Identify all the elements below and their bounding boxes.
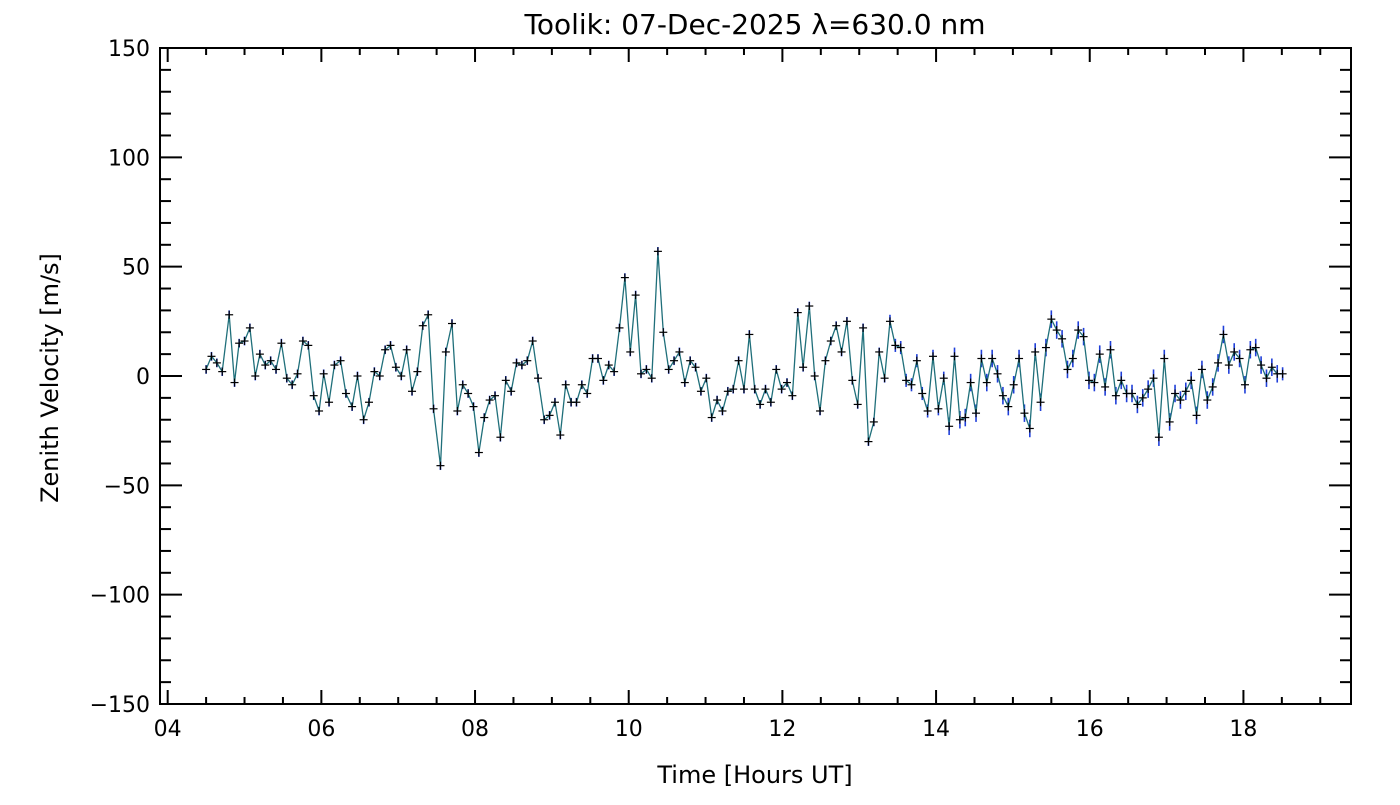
y-tick-label: −100: [90, 584, 150, 609]
x-tick-label: 16: [1076, 717, 1104, 742]
x-tick-label: 12: [768, 717, 796, 742]
chart-title: Toolik: 07-Dec-2025 λ=630.0 nm: [523, 8, 985, 41]
x-tick-label: 10: [615, 717, 643, 742]
y-tick-label: 100: [108, 146, 150, 171]
x-tick-label: 04: [154, 717, 182, 742]
y-axis-title: Zenith Velocity [m/s]: [36, 253, 64, 503]
series-line: [205, 251, 1283, 466]
x-tick-label: 08: [461, 717, 489, 742]
x-tick-label: 14: [922, 717, 950, 742]
y-tick-label: −50: [104, 474, 150, 499]
y-tick-label: 150: [108, 37, 150, 62]
y-tick-label: −150: [90, 693, 150, 718]
x-tick-label: 18: [1229, 717, 1257, 742]
error-bars: [205, 246, 1284, 471]
y-tick-label: 0: [136, 365, 150, 390]
plot-frame: [159, 47, 1352, 705]
x-tick-label: 06: [307, 717, 335, 742]
x-axis-ticks: 04 06 08 10 12 14 16 18: [154, 48, 1322, 742]
x-axis-title: Time [Hours UT]: [656, 761, 852, 789]
y-tick-label: 50: [122, 256, 150, 281]
y-axis-ticks: −150 −100 −50 0 50 100 150: [90, 37, 1351, 718]
series-markers: [202, 247, 1287, 470]
